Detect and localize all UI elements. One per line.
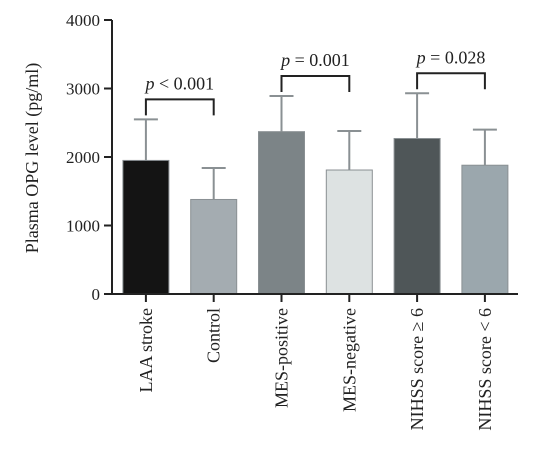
x-axis: LAA stroke Control MES-positive MES-negativ… [112,293,518,431]
error-bar [472,128,497,166]
x-tick-label: MES-negative [339,308,359,412]
bars [122,131,509,295]
bar [190,198,238,295]
error-bar [133,118,158,161]
significance-brackets: p < 0.001 p = 0.001 p = 0.028 [143,47,486,116]
bar [393,138,441,295]
y-tick-label: 3000 [66,80,100,99]
y-tick-label: 4000 [66,11,100,30]
x-tick-label: NIHSS score ≥ 6 [407,308,427,430]
y-tick-label: 0 [92,285,101,304]
error-bar [201,166,226,200]
x-tick-label: MES-positive [272,308,292,408]
x-tick-label: Control [204,308,224,363]
y-axis: 0 1000 2000 3000 4000 [66,11,113,304]
y-tick-label: 2000 [66,148,100,167]
y-tick-label: 1000 [66,217,100,236]
significance-bracket: p = 0.001 [279,50,351,93]
x-tick-label: LAA stroke [136,308,156,393]
error-bar [337,129,362,171]
error-bars [133,92,497,200]
bar [122,159,170,295]
bar [258,131,305,295]
error-bar [405,92,430,139]
significance-bracket: p = 0.028 [415,47,486,90]
bar [461,164,509,295]
p-value-label: p = 0.028 [415,47,486,67]
error-bar [269,95,294,132]
significance-bracket: p < 0.001 [143,73,215,116]
x-tick-label: NIHSS score < 6 [475,308,495,431]
p-value-label: p < 0.001 [143,73,214,93]
p-value-label: p = 0.001 [279,50,350,70]
bar [325,169,373,295]
y-axis-label: Plasma OPG level (pg/ml) [22,63,43,253]
